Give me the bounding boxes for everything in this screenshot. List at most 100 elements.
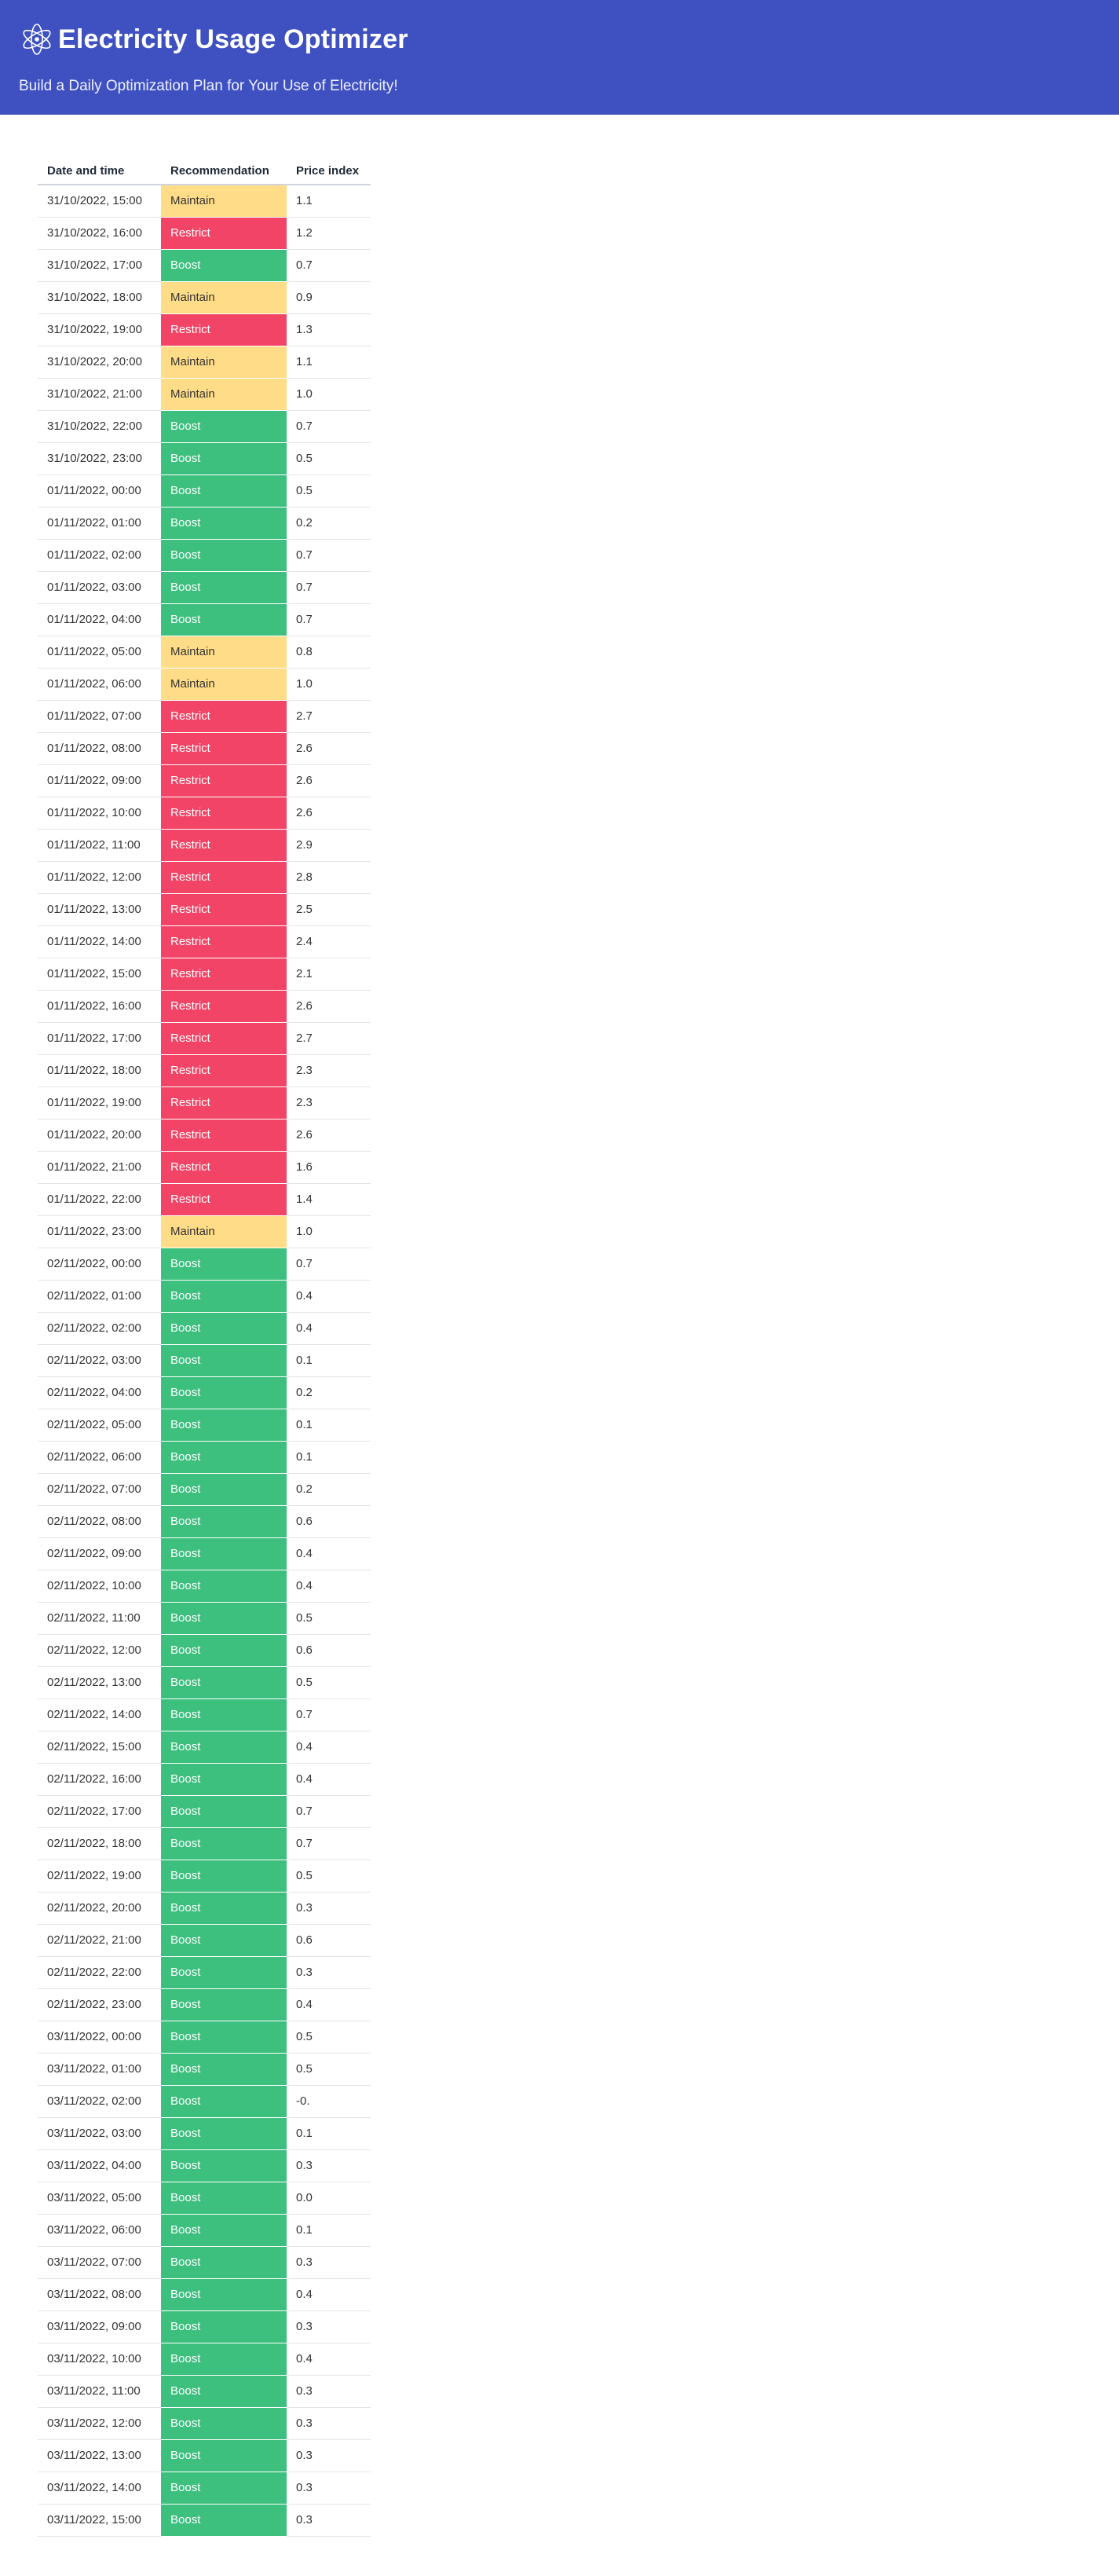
date-time-cell: 03/11/2022, 01:00 <box>38 2053 161 2086</box>
column-header-price-index: Price index <box>287 158 371 185</box>
date-time-cell: 03/11/2022, 08:00 <box>38 2278 161 2311</box>
table-row: 01/11/2022, 18:00 Restrict 2.3 <box>38 1054 371 1087</box>
recommendation-cell: Boost <box>161 1537 287 1570</box>
recommendation-cell: Boost <box>161 2246 287 2279</box>
date-time-cell: 02/11/2022, 21:00 <box>38 1924 161 1957</box>
date-time-cell: 02/11/2022, 00:00 <box>38 1248 161 1281</box>
table-row: 01/11/2022, 17:00 Restrict 2.7 <box>38 1022 371 1055</box>
recommendation-cell: Boost <box>161 2021 287 2054</box>
date-time-cell: 31/10/2022, 22:00 <box>38 410 161 443</box>
date-time-cell: 01/11/2022, 23:00 <box>38 1215 161 1248</box>
date-time-cell: 01/11/2022, 14:00 <box>38 925 161 958</box>
date-time-cell: 01/11/2022, 01:00 <box>38 507 161 540</box>
date-time-cell: 02/11/2022, 14:00 <box>38 1698 161 1731</box>
table-row: 02/11/2022, 13:00 Boost 0.5 <box>38 1666 371 1699</box>
recommendation-cell: Restrict <box>161 700 287 733</box>
table-row: 02/11/2022, 14:00 Boost 0.7 <box>38 1698 371 1731</box>
date-time-cell: 02/11/2022, 09:00 <box>38 1537 161 1570</box>
table-row: 03/11/2022, 02:00 Boost -0. <box>38 2085 371 2118</box>
table-row: 31/10/2022, 16:00 Restrict 1.2 <box>38 217 371 250</box>
date-time-cell: 31/10/2022, 15:00 <box>38 185 161 218</box>
table-row: 02/11/2022, 07:00 Boost 0.2 <box>38 1473 371 1506</box>
price-index-cell: 0.3 <box>287 1892 371 1925</box>
price-index-cell: 1.2 <box>287 217 371 250</box>
recommendation-cell: Boost <box>161 1248 287 1281</box>
price-index-cell: 0.8 <box>287 636 371 669</box>
date-time-cell: 03/11/2022, 13:00 <box>38 2439 161 2472</box>
recommendation-cell: Restrict <box>161 1054 287 1087</box>
date-time-cell: 01/11/2022, 06:00 <box>38 668 161 701</box>
table-row: 31/10/2022, 15:00 Maintain 1.1 <box>38 185 371 218</box>
price-index-cell: 0.4 <box>287 1763 371 1796</box>
date-time-cell: 31/10/2022, 20:00 <box>38 346 161 379</box>
price-index-cell: 0.0 <box>287 2182 371 2215</box>
date-time-cell: 31/10/2022, 19:00 <box>38 313 161 346</box>
table-row: 02/11/2022, 21:00 Boost 0.6 <box>38 1924 371 1957</box>
date-time-cell: 01/11/2022, 03:00 <box>38 571 161 604</box>
table-row: 01/11/2022, 13:00 Restrict 2.5 <box>38 893 371 926</box>
date-time-cell: 01/11/2022, 00:00 <box>38 475 161 508</box>
price-index-cell: 0.7 <box>287 603 371 636</box>
date-time-cell: 02/11/2022, 15:00 <box>38 1731 161 1764</box>
recommendation-cell: Boost <box>161 1666 287 1699</box>
table-row: 03/11/2022, 07:00 Boost 0.3 <box>38 2246 371 2279</box>
date-time-cell: 02/11/2022, 19:00 <box>38 1860 161 1893</box>
price-index-cell: 2.9 <box>287 829 371 862</box>
price-index-cell: 0.7 <box>287 571 371 604</box>
date-time-cell: 03/11/2022, 04:00 <box>38 2149 161 2182</box>
table-row: 02/11/2022, 20:00 Boost 0.3 <box>38 1892 371 1925</box>
recommendation-cell: Boost <box>161 507 287 540</box>
table-row: 01/11/2022, 11:00 Restrict 2.9 <box>38 829 371 862</box>
table-row: 03/11/2022, 13:00 Boost 0.3 <box>38 2439 371 2472</box>
recommendation-cell: Restrict <box>161 732 287 765</box>
recommendation-cell: Boost <box>161 1892 287 1925</box>
table-row: 31/10/2022, 19:00 Restrict 1.3 <box>38 313 371 346</box>
price-index-cell: 1.0 <box>287 378 371 411</box>
recommendation-cell: Restrict <box>161 1086 287 1119</box>
price-index-cell: 0.3 <box>287 2375 371 2408</box>
price-index-cell: 0.7 <box>287 410 371 443</box>
table-row: 01/11/2022, 19:00 Restrict 2.3 <box>38 1086 371 1119</box>
date-time-cell: 01/11/2022, 07:00 <box>38 700 161 733</box>
date-time-cell: 02/11/2022, 05:00 <box>38 1409 161 1442</box>
recommendation-cell: Boost <box>161 1795 287 1828</box>
price-index-cell: 0.2 <box>287 1473 371 1506</box>
date-time-cell: 31/10/2022, 17:00 <box>38 249 161 282</box>
recommendation-cell: Restrict <box>161 1119 287 1152</box>
recommendation-cell: Restrict <box>161 1183 287 1216</box>
price-index-cell: 0.3 <box>287 2472 371 2505</box>
price-index-cell: 2.4 <box>287 925 371 958</box>
table-row: 01/11/2022, 08:00 Restrict 2.6 <box>38 732 371 765</box>
date-time-cell: 03/11/2022, 05:00 <box>38 2182 161 2215</box>
table-row: 01/11/2022, 20:00 Restrict 2.6 <box>38 1119 371 1152</box>
table-row: 02/11/2022, 15:00 Boost 0.4 <box>38 1731 371 1764</box>
optimization-plan-table: Date and time Recommendation Price index… <box>38 158 371 2537</box>
table-row: 02/11/2022, 10:00 Boost 0.4 <box>38 1570 371 1603</box>
date-time-cell: 03/11/2022, 12:00 <box>38 2407 161 2440</box>
recommendation-cell: Maintain <box>161 185 287 218</box>
table-row: 01/11/2022, 14:00 Restrict 2.4 <box>38 925 371 958</box>
date-time-cell: 01/11/2022, 09:00 <box>38 764 161 797</box>
table-row: 03/11/2022, 10:00 Boost 0.4 <box>38 2343 371 2376</box>
price-index-cell: 1.1 <box>287 185 371 218</box>
price-index-cell: 2.5 <box>287 893 371 926</box>
price-index-cell: 0.9 <box>287 281 371 314</box>
recommendation-cell: Boost <box>161 603 287 636</box>
recommendation-cell: Restrict <box>161 797 287 830</box>
price-index-cell: 0.2 <box>287 1376 371 1409</box>
price-index-cell: 0.1 <box>287 1441 371 1474</box>
recommendation-cell: Restrict <box>161 1151 287 1184</box>
recommendation-cell: Boost <box>161 2343 287 2376</box>
recommendation-cell: Boost <box>161 1827 287 1860</box>
price-index-cell: 2.8 <box>287 861 371 894</box>
price-index-cell: 0.6 <box>287 1634 371 1667</box>
date-time-cell: 01/11/2022, 21:00 <box>38 1151 161 1184</box>
recommendation-cell: Restrict <box>161 958 287 991</box>
date-time-cell: 03/11/2022, 09:00 <box>38 2310 161 2343</box>
price-index-cell: 2.6 <box>287 1119 371 1152</box>
price-index-cell: 0.3 <box>287 2407 371 2440</box>
table-row: 31/10/2022, 17:00 Boost 0.7 <box>38 249 371 282</box>
date-time-cell: 03/11/2022, 07:00 <box>38 2246 161 2279</box>
table-row: 31/10/2022, 18:00 Maintain 0.9 <box>38 281 371 314</box>
price-index-cell: 0.1 <box>287 2214 371 2247</box>
